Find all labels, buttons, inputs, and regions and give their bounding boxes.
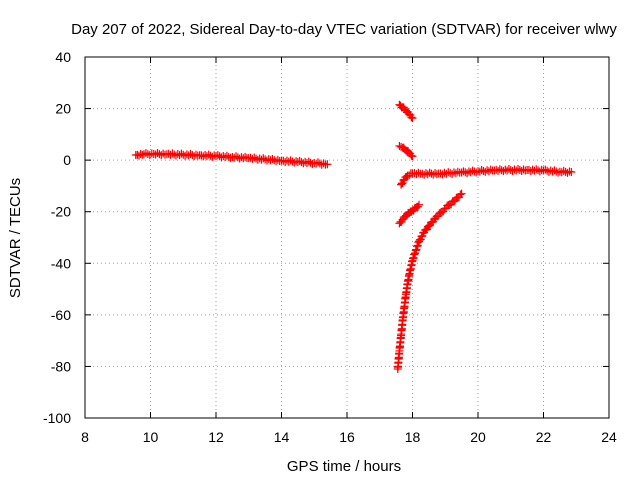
chart-title: Day 207 of 2022, Sidereal Day-to-day VTE… xyxy=(71,21,617,38)
y-tick-label: 0 xyxy=(63,152,71,168)
data-point xyxy=(481,167,490,176)
x-axis-label: GPS time / hours xyxy=(287,458,401,475)
x-tick-label: 14 xyxy=(274,429,290,445)
series-arc-1 xyxy=(131,149,332,169)
data-point xyxy=(413,241,422,250)
data-point xyxy=(413,242,422,251)
data-point xyxy=(451,169,460,178)
grid xyxy=(85,57,609,418)
y-tick-label: -40 xyxy=(51,255,71,271)
data-point xyxy=(408,152,417,161)
series-arc-4 xyxy=(395,200,424,228)
data-point xyxy=(323,160,332,169)
x-tick-label: 10 xyxy=(143,429,159,445)
data-point xyxy=(273,155,282,164)
data-point xyxy=(415,237,424,246)
y-axis-ticks: -100 -80 -60 -40 -20 0 20 40 xyxy=(43,49,609,426)
data-point xyxy=(532,165,541,174)
data-point xyxy=(290,158,299,167)
series-arc-2 xyxy=(395,100,417,123)
data-point xyxy=(563,168,572,177)
data-point xyxy=(319,159,328,168)
data-point xyxy=(208,152,217,161)
data-point xyxy=(415,200,424,209)
data-point xyxy=(241,152,250,161)
data-point xyxy=(204,150,213,159)
data-point xyxy=(413,202,422,211)
data-point xyxy=(457,189,466,198)
x-tick-label: 20 xyxy=(470,429,486,445)
x-tick-label: 16 xyxy=(339,429,355,445)
y-tick-label: 20 xyxy=(55,101,71,117)
series-arc-6 xyxy=(393,189,466,374)
x-tick-label: 8 xyxy=(81,429,89,445)
data-point xyxy=(138,150,147,159)
x-tick-label: 18 xyxy=(405,429,421,445)
data-points xyxy=(131,100,576,374)
data-point xyxy=(408,114,417,123)
x-tick-label: 24 xyxy=(601,429,617,445)
y-tick-label: -20 xyxy=(51,204,71,220)
series-arc-3 xyxy=(395,141,417,161)
data-point xyxy=(395,141,404,150)
data-point xyxy=(186,149,195,158)
data-point xyxy=(438,170,447,179)
data-point xyxy=(472,168,481,177)
data-point xyxy=(411,246,420,255)
data-point xyxy=(153,149,162,158)
data-point xyxy=(414,168,423,177)
data-point xyxy=(499,167,508,176)
data-point xyxy=(407,113,416,122)
data-point xyxy=(463,169,472,178)
data-point xyxy=(535,167,544,176)
data-point xyxy=(456,190,465,199)
series-arc-5 xyxy=(397,164,576,189)
data-point xyxy=(177,149,186,158)
data-point xyxy=(448,169,457,178)
data-point xyxy=(397,180,406,189)
data-point xyxy=(191,150,200,159)
data-point xyxy=(135,151,144,160)
y-tick-label: -60 xyxy=(51,307,71,323)
data-point xyxy=(559,166,568,175)
y-tick-label: 40 xyxy=(55,49,71,65)
x-axis-ticks: 8 10 12 14 16 18 20 22 24 xyxy=(81,57,617,445)
x-tick-label: 22 xyxy=(536,429,552,445)
data-point xyxy=(168,149,177,158)
x-tick-label: 12 xyxy=(208,429,224,445)
y-axis-label: SDTVAR / TECUs xyxy=(7,178,24,298)
data-point xyxy=(484,167,493,176)
y-tick-label: -80 xyxy=(51,358,71,374)
y-tick-label: -100 xyxy=(43,410,71,426)
data-point xyxy=(567,168,576,177)
data-point xyxy=(412,245,421,254)
